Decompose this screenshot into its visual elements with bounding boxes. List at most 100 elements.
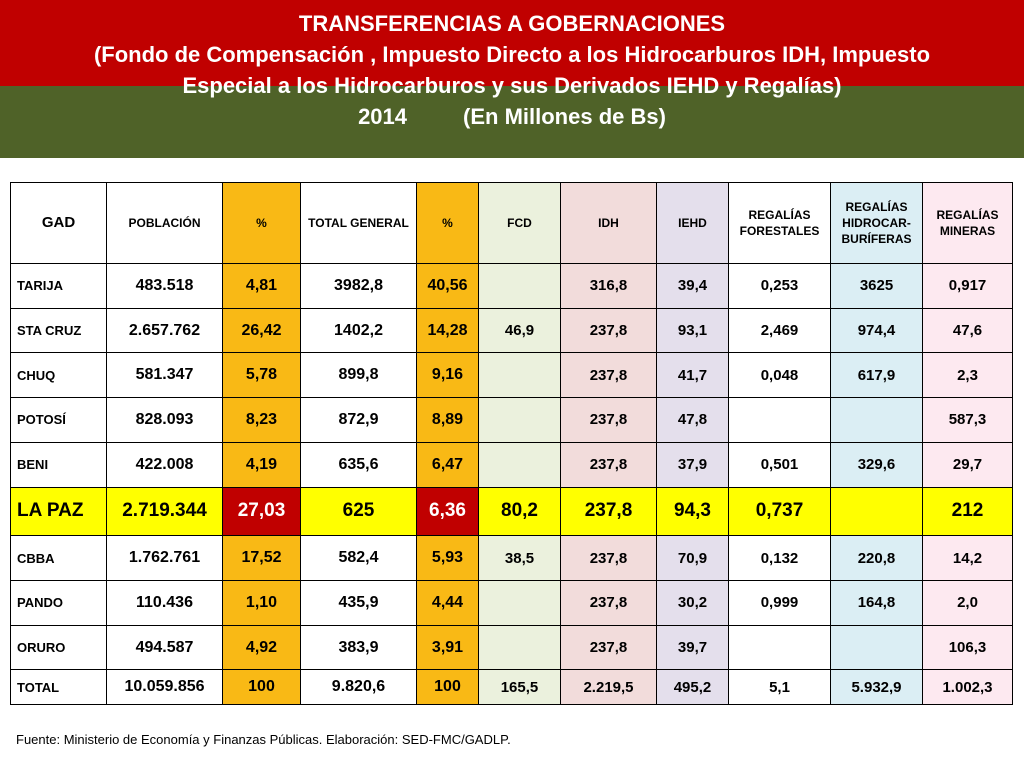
cell-iehd: 47,8: [656, 397, 729, 443]
cell-idh: 237,8: [560, 352, 657, 399]
cell-mineras: 2,0: [922, 579, 1013, 626]
cell-fcd: [478, 624, 561, 671]
header-fcd: FCD: [478, 182, 561, 264]
cell-fcd: [478, 579, 561, 626]
table-row-highlighted: LA PAZ 2.719.344 27,03 625 6,36 80,2 237…: [10, 486, 1013, 537]
header-pct-poblacion: %: [222, 182, 301, 264]
cell-poblacion: 1.762.761: [106, 535, 223, 581]
cell-fcd: 38,5: [478, 535, 561, 581]
header-row: GAD POBLACIÓN % TOTAL GENERAL % FCD IDH …: [10, 182, 1013, 264]
cell-hidrocarburiferas: [830, 486, 923, 537]
cell-forestales: 5,1: [728, 669, 831, 705]
cell-pct-poblacion: 17,52: [222, 535, 301, 581]
cell-gad: CHUQ: [10, 352, 107, 399]
title-line-2: (Fondo de Compensación , Impuesto Direct…: [93, 42, 931, 67]
cell-iehd: 30,2: [656, 579, 729, 626]
table-row: CHUQ 581.347 5,78 899,8 9,16 237,8 41,7 …: [10, 352, 1013, 399]
title-year: 2014: [358, 104, 408, 129]
cell-iehd: 41,7: [656, 352, 729, 399]
cell-gad: POTOSÍ: [10, 397, 107, 443]
cell-total-general: 635,6: [300, 441, 417, 488]
cell-mineras: 14,2: [922, 535, 1013, 581]
cell-fcd: [478, 263, 561, 309]
header-regalias-forestales: REGALÍAS FORESTALES: [728, 182, 831, 264]
cell-total-general: 625: [300, 486, 417, 537]
cell-hidrocarburiferas: 617,9: [830, 352, 923, 399]
cell-mineras: 47,6: [922, 307, 1013, 354]
header-pct-total: %: [416, 182, 479, 264]
cell-gad: ORURO: [10, 624, 107, 671]
cell-mineras: 106,3: [922, 624, 1013, 671]
cell-hidrocarburiferas: 329,6: [830, 441, 923, 488]
cell-hidrocarburiferas: [830, 624, 923, 671]
table-row: POTOSÍ 828.093 8,23 872,9 8,89 237,8 47,…: [10, 397, 1013, 443]
cell-fcd: [478, 397, 561, 443]
header-total-general: TOTAL GENERAL: [300, 182, 417, 264]
title-line-3: Especial a los Hidrocarburos y sus Deriv…: [182, 73, 842, 98]
table-row: CBBA 1.762.761 17,52 582,4 5,93 38,5 237…: [10, 535, 1013, 581]
cell-total-general: 3982,8: [300, 263, 417, 309]
cell-idh: 237,8: [560, 307, 657, 354]
table-row: PANDO 110.436 1,10 435,9 4,44 237,8 30,2…: [10, 579, 1013, 626]
cell-gad: STA CRUZ: [10, 307, 107, 354]
cell-total-general: 899,8: [300, 352, 417, 399]
cell-iehd: 39,4: [656, 263, 729, 309]
cell-idh: 237,8: [560, 535, 657, 581]
cell-pct-poblacion: 4,81: [222, 263, 301, 309]
cell-pct-poblacion: 8,23: [222, 397, 301, 443]
cell-iehd: 93,1: [656, 307, 729, 354]
cell-forestales: 0,501: [728, 441, 831, 488]
title-banner-red: [0, 0, 1024, 86]
cell-idh: 237,8: [560, 579, 657, 626]
header-iehd: IEHD: [656, 182, 729, 264]
table-row: TARIJA 483.518 4,81 3982,8 40,56 316,8 3…: [10, 263, 1013, 309]
cell-gad: LA PAZ: [10, 486, 107, 537]
cell-hidrocarburiferas: [830, 397, 923, 443]
cell-pct-total: 100: [416, 669, 479, 705]
cell-poblacion: 2.657.762: [106, 307, 223, 354]
cell-poblacion: 10.059.856: [106, 669, 223, 705]
cell-iehd: 70,9: [656, 535, 729, 581]
cell-mineras: 2,3: [922, 352, 1013, 399]
cell-iehd: 37,9: [656, 441, 729, 488]
slide-title: TRANSFERENCIAS A GOBERNACIONES (Fondo de…: [0, 8, 1024, 132]
cell-forestales: 0,132: [728, 535, 831, 581]
cell-pct-poblacion: 27,03: [222, 486, 301, 537]
cell-fcd: 46,9: [478, 307, 561, 354]
cell-mineras: 587,3: [922, 397, 1013, 443]
cell-forestales: [728, 397, 831, 443]
title-line-1: TRANSFERENCIAS A GOBERNACIONES: [298, 11, 726, 36]
cell-forestales: 0,737: [728, 486, 831, 537]
cell-poblacion: 2.719.344: [106, 486, 223, 537]
cell-iehd: 495,2: [656, 669, 729, 705]
cell-pct-total: 14,28: [416, 307, 479, 354]
cell-pct-total: 8,89: [416, 397, 479, 443]
cell-forestales: [728, 624, 831, 671]
cell-poblacion: 422.008: [106, 441, 223, 488]
cell-pct-total: 6,36: [416, 486, 479, 537]
cell-fcd: 80,2: [478, 486, 561, 537]
cell-mineras: 0,917: [922, 263, 1013, 309]
header-gad: GAD: [10, 182, 107, 264]
cell-gad: TARIJA: [10, 263, 107, 309]
cell-idh: 237,8: [560, 441, 657, 488]
cell-hidrocarburiferas: 5.932,9: [830, 669, 923, 705]
cell-pct-total: 5,93: [416, 535, 479, 581]
cell-hidrocarburiferas: 220,8: [830, 535, 923, 581]
cell-pct-total: 3,91: [416, 624, 479, 671]
cell-forestales: 0,048: [728, 352, 831, 399]
cell-pct-total: 40,56: [416, 263, 479, 309]
cell-total-general: 383,9: [300, 624, 417, 671]
cell-pct-poblacion: 5,78: [222, 352, 301, 399]
cell-fcd: 165,5: [478, 669, 561, 705]
cell-total-general: 582,4: [300, 535, 417, 581]
table-row: BENI 422.008 4,19 635,6 6,47 237,8 37,9 …: [10, 441, 1013, 488]
title-unit: (En Millones de Bs): [463, 104, 666, 129]
cell-pct-total: 6,47: [416, 441, 479, 488]
source-note: Fuente: Ministerio de Economía y Finanza…: [16, 732, 511, 747]
header-poblacion: POBLACIÓN: [106, 182, 223, 264]
cell-mineras: 1.002,3: [922, 669, 1013, 705]
title-line-4: 2014 (En Millones de Bs): [0, 101, 1024, 132]
cell-forestales: 0,253: [728, 263, 831, 309]
cell-poblacion: 483.518: [106, 263, 223, 309]
